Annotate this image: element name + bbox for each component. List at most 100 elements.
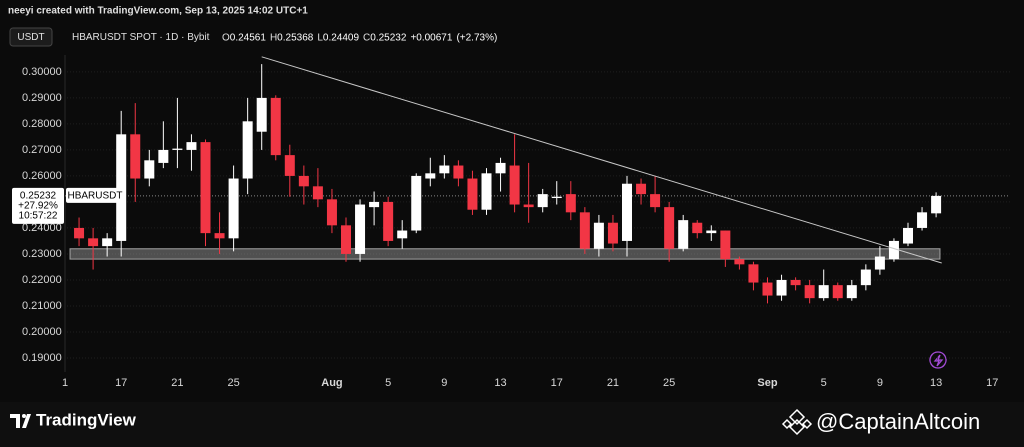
candle-body [607, 222, 618, 244]
candle-body [706, 230, 717, 234]
instrument: HBARUSDT SPOT · 1D · Bybit [72, 32, 210, 43]
symbol-tag: HBARUSDT [67, 191, 122, 202]
candle-body [214, 233, 225, 239]
alert-icon[interactable] [929, 351, 947, 369]
candle-body [720, 230, 731, 260]
candle-body [551, 196, 562, 199]
y-tick-label: 0.26000 [22, 170, 62, 182]
x-tick-label: Aug [321, 377, 342, 389]
candle-body [326, 199, 337, 226]
candle-body [818, 285, 829, 299]
candle-body [931, 195, 942, 214]
x-tick-label: 5 [385, 377, 391, 389]
candle-body [565, 194, 576, 213]
candle-body [804, 285, 815, 299]
y-tick-label: 0.19000 [22, 352, 62, 364]
change: +0.00671 [410, 32, 452, 43]
ohlc-text: O0.24561 H0.25368 L0.24409 C0.25232 +0.00671… [222, 32, 497, 43]
candle-body [874, 256, 885, 270]
brand: TradingView [36, 410, 137, 429]
candle-body [383, 201, 394, 241]
candle-body [523, 204, 534, 208]
candle-body [467, 178, 478, 210]
x-tick-label: 9 [441, 377, 447, 389]
candle-body [88, 238, 99, 247]
ohlc-value: 0.24561 [230, 32, 267, 43]
x-tick-label: 25 [663, 377, 675, 389]
candle-body [762, 282, 773, 296]
ohlc-legend: O0.24561 H0.25368 L0.24409 C0.25232 +0.00671… [222, 32, 497, 43]
x-tick-label: 21 [607, 377, 619, 389]
change-pct: (+2.73%) [456, 32, 497, 43]
candle-body [692, 222, 703, 234]
y-tick-label: 0.30000 [22, 66, 62, 78]
ohlc-value: 0.25232 [370, 32, 407, 43]
candle-body [495, 162, 506, 174]
candle-body [888, 240, 899, 260]
trendline [261, 56, 942, 264]
candle-body [439, 165, 450, 174]
y-tick-label: 0.28000 [22, 118, 62, 130]
candle-body [734, 259, 745, 265]
candle-body [144, 160, 155, 179]
price-label-box [12, 187, 64, 224]
candle-body [74, 227, 85, 239]
candle-body [748, 264, 759, 283]
candle-body [425, 173, 436, 179]
x-tick-label: 9 [877, 377, 883, 389]
candle-body [341, 225, 351, 254]
candle-body [158, 149, 169, 163]
currency-button[interactable] [9, 27, 53, 47]
candle-body [790, 279, 801, 286]
ohlc-value: 0.25368 [277, 32, 314, 43]
watermark: @CaptainAltcoin [816, 409, 980, 434]
y-tick-label: 0.27000 [22, 144, 62, 156]
currency-button-label[interactable]: USDT [17, 32, 44, 43]
candle-body [200, 142, 211, 234]
credit: neeyi created with TradingView.com, Sep … [8, 6, 308, 17]
candle-body [622, 183, 632, 241]
candle-body [256, 97, 267, 132]
y-tick-label: 0.24000 [22, 222, 62, 234]
candle-body [298, 175, 309, 187]
candle-body [481, 173, 492, 210]
y-tick-label: 0.20000 [22, 326, 62, 338]
candle-body [116, 134, 127, 241]
ohlc-key: O [222, 32, 230, 43]
price-label-value: 0.25232 [20, 191, 57, 202]
ohlc-value: 0.24409 [323, 32, 360, 43]
candle-body [537, 194, 548, 208]
candle-body [903, 227, 913, 244]
candle-body [678, 220, 689, 249]
x-tick-label: 25 [227, 377, 239, 389]
candle-body [172, 148, 183, 150]
candle-body [397, 230, 408, 239]
price-label-countdown: 10:57:22 [19, 211, 58, 222]
candle-body [636, 183, 647, 195]
tradingview-logo [10, 414, 31, 428]
x-tick-label: 1 [62, 377, 68, 389]
candle-body [312, 186, 323, 200]
symbol-tag-box [66, 187, 124, 203]
candle-body [228, 178, 239, 239]
y-tick-label: 0.23000 [22, 248, 62, 260]
candle-body [130, 134, 141, 179]
candle-body [453, 165, 464, 179]
ohlc-key: H [270, 32, 277, 43]
y-tick-label: 0.21000 [22, 300, 62, 312]
x-tick-label: 5 [821, 377, 827, 389]
candle-body [917, 212, 928, 228]
candle-body [509, 165, 520, 205]
candle-body [270, 97, 281, 156]
price-label-change: +27.92% [18, 201, 58, 212]
x-tick-label: 17 [551, 377, 563, 389]
x-tick-label: Sep [757, 377, 777, 389]
candle-body [650, 194, 661, 208]
ohlc-key: L [317, 32, 323, 43]
candle-body [411, 175, 422, 231]
candle-body [593, 222, 604, 249]
ohlc-key: C [363, 32, 370, 43]
candle-body [776, 279, 787, 296]
candle-body [579, 212, 590, 249]
